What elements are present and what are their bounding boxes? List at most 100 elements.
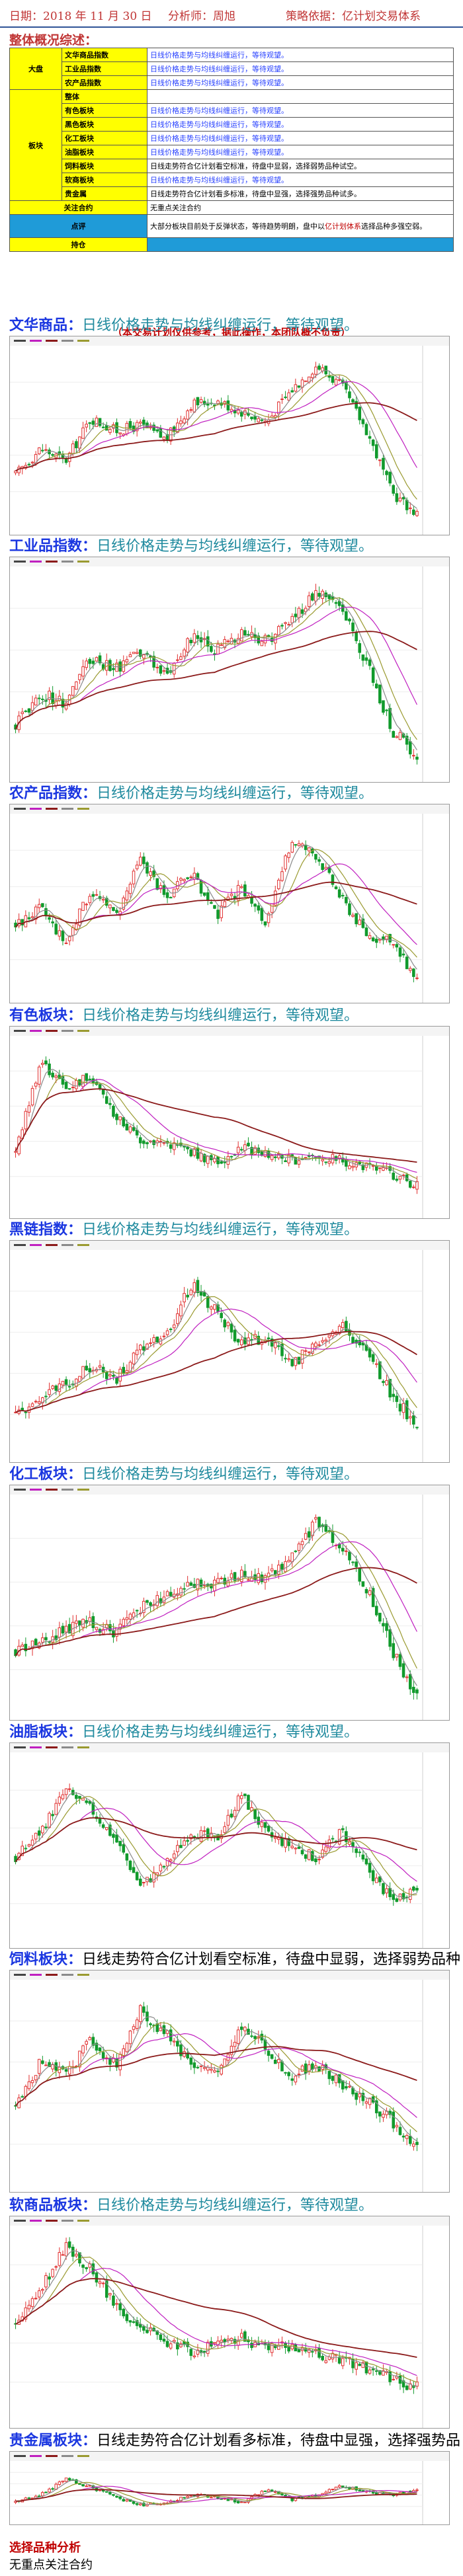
candle-body — [405, 956, 409, 970]
candle-body — [199, 1579, 203, 1587]
candle-body — [361, 1581, 365, 1587]
candle-body — [408, 1674, 412, 1690]
block-text: 日线价格走势与均线纠缠运行，等待观望。 — [97, 785, 374, 802]
candle-body — [128, 883, 132, 894]
candle-body — [398, 1654, 402, 1667]
candle-body — [239, 1795, 243, 1799]
candle-body — [44, 1826, 48, 1828]
candle-body — [408, 2136, 412, 2144]
candle-body — [351, 1561, 355, 1563]
candle-body — [317, 2348, 321, 2358]
chart-header-strip — [10, 2216, 449, 2226]
kline-chart — [9, 1742, 450, 1949]
candle-body — [196, 2066, 200, 2068]
kline-chart-svg — [10, 804, 449, 1003]
candle-body — [358, 2093, 362, 2097]
candle-body — [64, 943, 68, 945]
candle-body — [189, 1149, 193, 1157]
candle-body — [284, 1358, 287, 1360]
candle-body — [61, 1625, 65, 1634]
candle-body — [314, 1343, 317, 1347]
candle-body — [21, 1846, 24, 1856]
moving-average-line — [15, 1567, 417, 1657]
legend-swatch — [14, 1244, 26, 1246]
candle-body — [331, 1838, 335, 1840]
candle-body — [115, 2495, 118, 2498]
candle-body — [135, 1349, 139, 1355]
candle-body — [371, 1165, 375, 1167]
candle-body — [348, 1551, 351, 1561]
candle-body — [183, 878, 186, 881]
moving-average-line — [15, 849, 417, 958]
candle-body — [284, 1160, 287, 1163]
candle-body — [105, 660, 108, 671]
candle-body — [382, 1381, 385, 1384]
kline-chart — [9, 336, 450, 535]
candle-body — [30, 2080, 34, 2084]
candle-body — [290, 390, 294, 393]
candle-body — [98, 2281, 102, 2284]
candle-body — [98, 1084, 102, 1089]
moving-average-line — [15, 1068, 417, 1183]
candle-body — [142, 1346, 146, 1351]
market-name: 农产品指数 — [62, 75, 147, 90]
candle-body — [64, 2069, 68, 2072]
moving-average-line — [15, 844, 417, 970]
candle-body — [368, 1590, 372, 1596]
candle-body — [122, 2308, 126, 2317]
sector-desc: 日线价格走势与均线纠缠运行，等待观望。 — [147, 173, 454, 187]
candle-body — [297, 607, 301, 619]
candle-body — [307, 847, 311, 851]
candle-body — [257, 635, 261, 644]
candle-body — [273, 2491, 277, 2493]
candle-body — [172, 1324, 176, 1329]
candle-body — [51, 1814, 54, 1816]
candle-body — [183, 1293, 186, 1303]
candle-body — [388, 471, 392, 484]
candle-body — [179, 420, 183, 424]
candle-body — [138, 2005, 142, 2022]
candle-body — [202, 1153, 206, 1163]
sector-row: 油脂板块 日线价格走势与均线纠缠运行，等待观望。 — [10, 145, 454, 159]
candle-body — [58, 930, 62, 937]
candle-body — [230, 409, 233, 412]
candle-body — [412, 1415, 415, 1425]
candle-body — [277, 1565, 280, 1575]
candle-body — [118, 1840, 122, 1846]
candle-body — [27, 917, 31, 919]
candle-body — [223, 2058, 227, 2068]
candle-body — [401, 1403, 405, 1413]
legend-swatch — [77, 1030, 89, 1032]
candle-body — [341, 1828, 345, 1830]
candle-body — [27, 1105, 31, 1113]
candle-body — [162, 1335, 166, 1337]
sector-name: 黑色板块 — [62, 117, 147, 132]
candle-body — [34, 697, 38, 706]
candle-body — [280, 1343, 284, 1356]
candle-body — [348, 1165, 351, 1169]
candle-body — [88, 422, 92, 424]
block-title: 饲料板块：日线走势符合亿计划看空标准，待盘中显弱，选择弱势品种试空。 — [9, 1947, 463, 1990]
candle-body — [159, 2027, 163, 2031]
candle-body — [331, 375, 335, 383]
candle-body — [398, 497, 402, 502]
candle-body — [125, 1370, 129, 1373]
candle-body — [260, 908, 264, 921]
candle-body — [341, 1547, 345, 1552]
sector-name: 软商板块 — [62, 173, 147, 187]
candle-body — [388, 933, 392, 943]
moving-average-line — [15, 1079, 417, 1173]
candle-body — [88, 896, 92, 904]
legend-swatch — [62, 561, 73, 563]
candle-body — [253, 2036, 257, 2039]
candle-body — [196, 635, 200, 639]
kline-chart-svg — [10, 1027, 449, 1218]
candle-body — [81, 2264, 85, 2268]
legend-swatch — [77, 1244, 89, 1246]
candle-body — [216, 2070, 220, 2072]
candle-body — [364, 1858, 368, 1865]
candle-body — [243, 1337, 247, 1345]
candle-body — [118, 1368, 122, 1382]
candle-body — [334, 886, 338, 889]
candle-body — [155, 429, 159, 432]
